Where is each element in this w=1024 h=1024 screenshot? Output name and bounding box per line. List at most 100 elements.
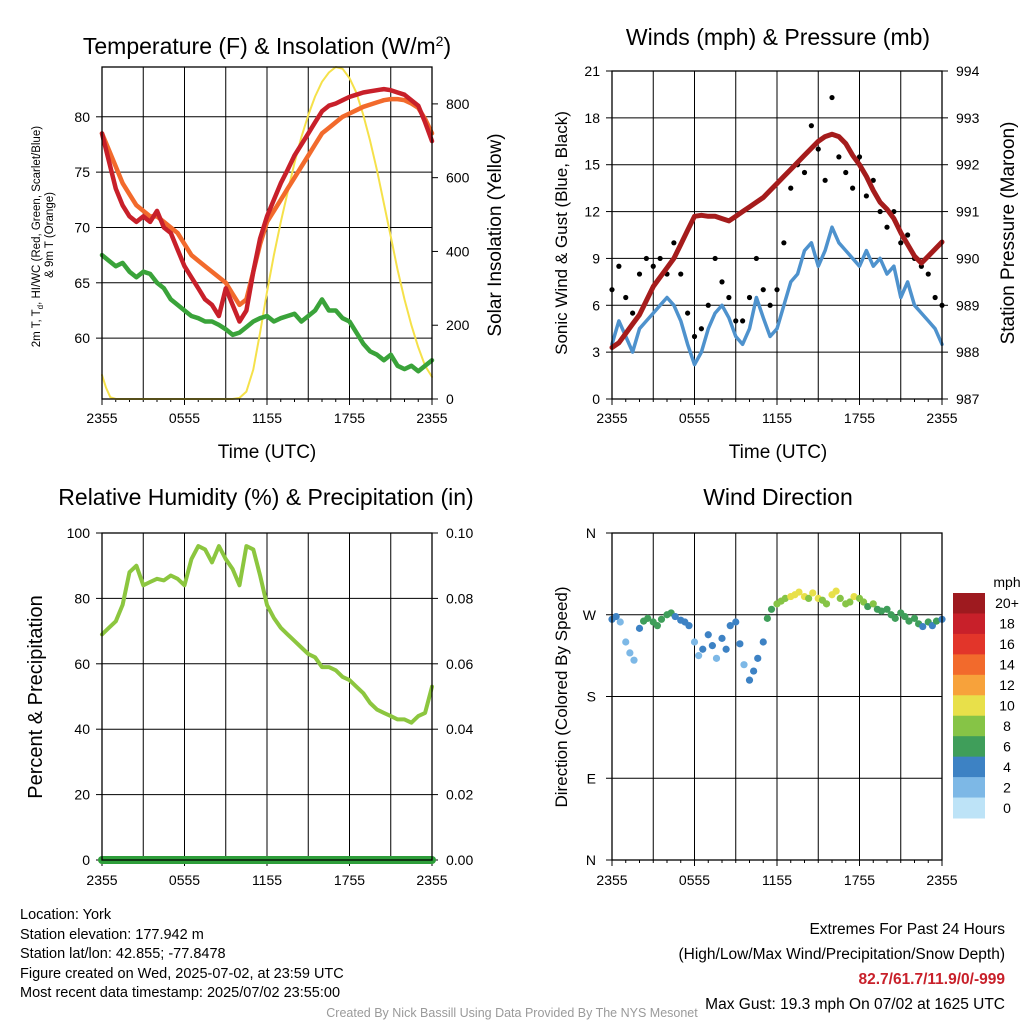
colorbar-swatch — [953, 715, 985, 737]
extremes-subtitle: (High/Low/Max Wind/Precipitation/Snow De… — [678, 946, 1006, 963]
gust-point — [685, 310, 691, 316]
winds-ytick-label: 21 — [584, 63, 600, 79]
created-text: Figure created on Wed, 2025-07-02, at 23… — [20, 965, 344, 982]
gust-point — [657, 255, 663, 262]
wind-direction-frame — [611, 532, 943, 861]
direction-point — [622, 638, 630, 646]
gust-point — [788, 185, 794, 191]
humidity-xtick-label: 0555 — [169, 872, 200, 888]
gust-point — [925, 271, 931, 277]
colorbar-swatch — [953, 695, 985, 717]
direction-point — [616, 618, 624, 626]
winds-ytick-label: 9 — [592, 250, 600, 266]
winds-ytick-label: 0 — [592, 391, 600, 407]
colorbar-label: 2 — [1003, 779, 1011, 795]
direction-point — [763, 614, 771, 622]
wind-direction-title: Wind Direction — [703, 484, 853, 510]
humidity-xtick-label: 2355 — [416, 872, 447, 888]
winds-xtick-label: 1755 — [844, 410, 875, 426]
gust-point — [829, 94, 835, 101]
direction-point — [805, 594, 813, 603]
colorbar-label: 16 — [999, 636, 1015, 652]
humidity-xtick-label: 2355 — [86, 872, 117, 888]
temperature-xtick-label: 0555 — [169, 410, 200, 426]
wind-direction-xtick-label: 1155 — [762, 872, 792, 888]
humidity-ytick-label: 60 — [74, 656, 90, 672]
wind-direction-xtick-label: 0555 — [679, 872, 710, 888]
temperature-ylabel-left: 2m T, Td, HI/WC (Red, Green, Scarlet/Blu… — [31, 123, 56, 348]
direction-point — [836, 594, 844, 603]
gust-point — [898, 240, 904, 246]
gust-point — [843, 169, 849, 176]
colorbar-swatch — [953, 797, 985, 819]
gust-point — [691, 333, 698, 340]
winds-panel: Winds (mph) & Pressure (mb) Time (UTC) S… — [552, 24, 1019, 463]
temperature-ytick-label: 65 — [74, 275, 90, 291]
colorbar-title: mph — [993, 574, 1020, 590]
gust-point — [753, 255, 759, 262]
direction-point — [712, 654, 721, 662]
precip-ytick-label: 0.06 — [446, 656, 473, 672]
recent-text: Most recent data timestamp: 2025/07/02 2… — [20, 985, 341, 1001]
direction-point — [690, 638, 699, 646]
direction-point — [869, 600, 877, 608]
humidity-ytick-label: 40 — [74, 721, 90, 737]
gust-point — [733, 318, 739, 324]
wind-direction-ytick-label: E — [587, 770, 596, 786]
station-info: Location: York Station elevation: 177.94… — [20, 906, 344, 1004]
insolation-ytick-label: 400 — [446, 243, 470, 259]
colorbar-swatch — [953, 777, 985, 799]
direction-point — [891, 614, 899, 622]
direction-point — [653, 622, 661, 630]
winds-xtick-label: 2355 — [926, 410, 957, 426]
humidity-ytick-label: 100 — [67, 525, 91, 541]
location-text: Location: York — [20, 907, 112, 923]
insolation-ytick-label: 800 — [446, 96, 470, 112]
humidity-xtick-label: 1155 — [252, 872, 282, 888]
wind-direction-xtick-label: 1755 — [844, 872, 875, 888]
latlon-text: Station lat/lon: 42.855; -77.8478 — [20, 946, 226, 962]
direction-point — [699, 645, 707, 653]
precip-ytick-label: 0.02 — [446, 787, 473, 803]
extremes-values: 82.7/61.7/11.9/0/-999 — [858, 971, 1005, 988]
direction-point — [736, 640, 744, 648]
gust-point — [698, 326, 704, 332]
wind-direction-ylabel: Direction (Colored By Speed) — [552, 586, 571, 807]
credit-text: Created By Nick Bassill Using Data Provi… — [326, 1006, 698, 1020]
winds-xtick-label: 0555 — [679, 410, 710, 426]
direction-point — [846, 598, 854, 606]
winds-ytick-label: 6 — [592, 297, 600, 313]
pressure-ytick-label: 992 — [956, 157, 980, 173]
colorbar-label: 4 — [1003, 759, 1011, 775]
direction-point — [822, 600, 831, 608]
direction-point — [630, 656, 638, 664]
winds-pressure-line — [609, 131, 945, 350]
direction-point — [883, 605, 891, 613]
colorbar-swatch — [953, 593, 985, 614]
colorbar-swatch — [953, 613, 985, 635]
winds-xtick-label: 2355 — [596, 410, 627, 426]
precip-ytick-label: 0.08 — [446, 590, 473, 606]
wind-direction-xtick-label: 2355 — [926, 872, 957, 888]
direction-point — [708, 642, 716, 650]
direction-point — [626, 649, 634, 657]
gust-point — [877, 208, 883, 215]
wind-direction-ytick-label: N — [586, 525, 596, 541]
winds-ytick-label: 12 — [584, 204, 600, 220]
direction-point — [644, 614, 652, 622]
gust-point — [856, 154, 863, 160]
gust-point — [836, 154, 842, 160]
wind-direction-panel: Wind Direction Direction (Colored By Spe… — [552, 484, 1021, 888]
wind-direction-ytick-label: S — [587, 689, 596, 705]
colorbar-swatch — [953, 756, 985, 778]
gust-point — [712, 255, 718, 262]
direction-point — [809, 589, 817, 597]
gust-point — [643, 255, 649, 262]
speed-colorbar: mph 20+ 18 16 14 12 10 8 6 4 2 0 — [953, 574, 1021, 819]
temperature-xlabel: Time (UTC) — [218, 442, 317, 463]
gust-point — [630, 310, 636, 316]
pressure-ytick-label: 994 — [956, 63, 980, 79]
temperature-ylabel-right: Solar Insolation (Yellow) — [485, 133, 506, 336]
colorbar-swatch — [953, 654, 985, 676]
winds-ytick-label: 18 — [584, 110, 600, 126]
